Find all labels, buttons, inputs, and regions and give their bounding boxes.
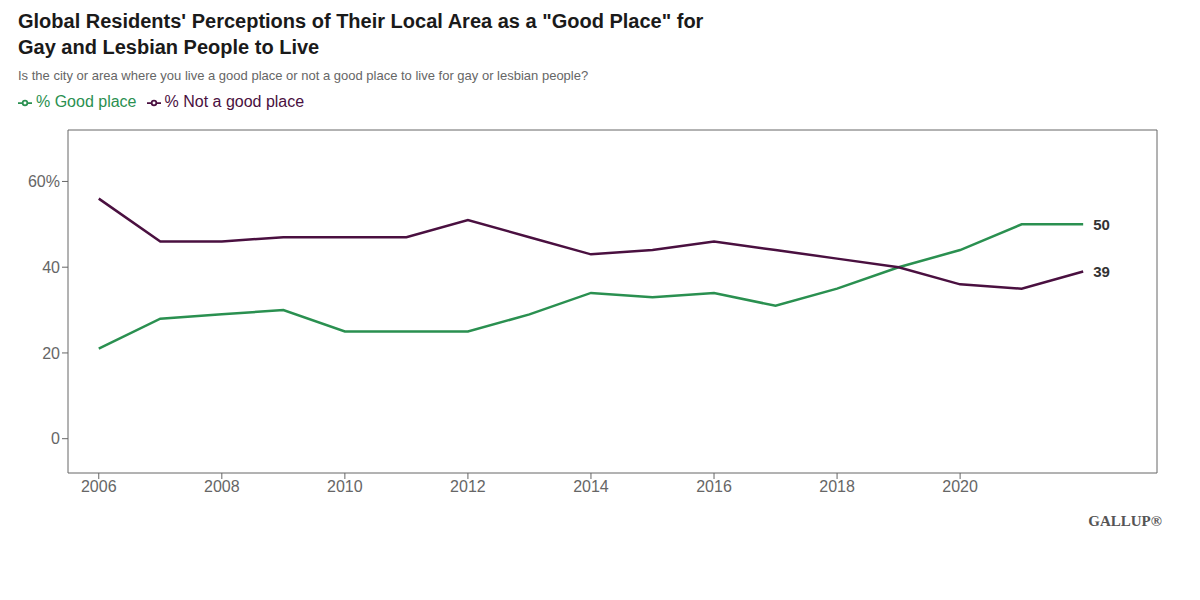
html-text:% Good place: % Good place: [36, 93, 137, 110]
svg-text:60%: 60%: [28, 173, 60, 190]
html-text:GALLUP®: GALLUP®: [1088, 513, 1162, 529]
svg-text:20: 20: [42, 345, 60, 362]
svg-text:2012: 2012: [450, 478, 486, 495]
svg-text:50: 50: [1093, 216, 1110, 233]
svg-text:2014: 2014: [573, 478, 609, 495]
svg-text:2018: 2018: [819, 478, 855, 495]
svg-text:2008: 2008: [204, 478, 240, 495]
svg-text:39: 39: [1093, 263, 1110, 280]
html-text:% Not a good place: % Not a good place: [164, 93, 305, 110]
svg-text:0: 0: [51, 430, 60, 447]
svg-text:2010: 2010: [327, 478, 363, 495]
svg-text:2020: 2020: [942, 478, 978, 495]
svg-text:2006: 2006: [81, 478, 117, 495]
html-text:Is the city or area where you: Is the city or area where you live a goo…: [18, 68, 589, 83]
html-text:Global Residents' Perceptions: Global Residents' Perceptions of Their L…: [18, 10, 704, 58]
svg-text:2016: 2016: [696, 478, 732, 495]
svg-text:40: 40: [42, 259, 60, 276]
